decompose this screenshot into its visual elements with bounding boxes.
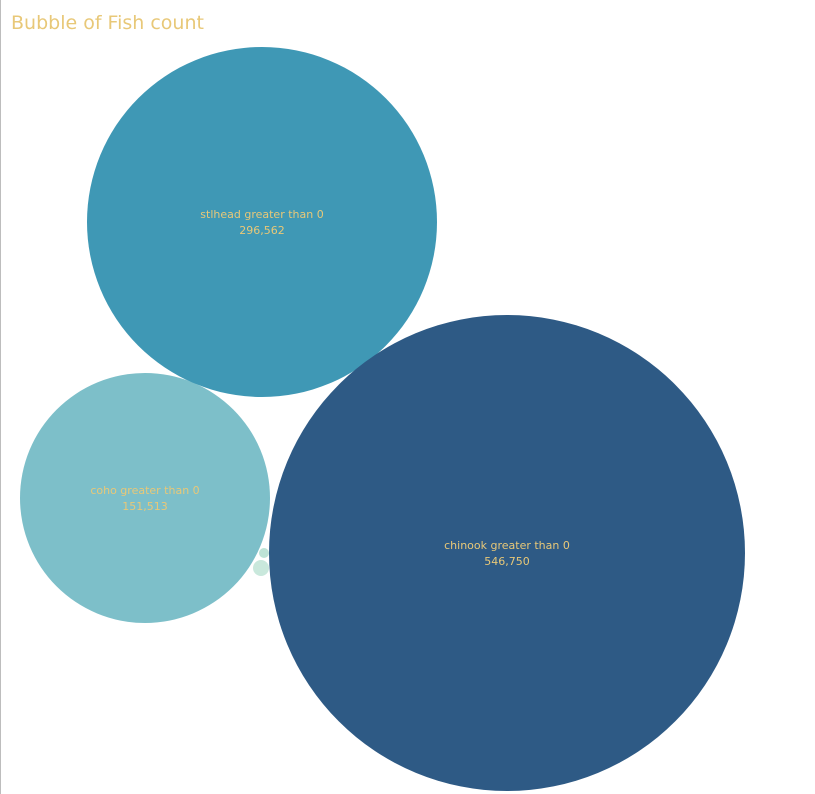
bubble-2[interactable] xyxy=(269,315,745,791)
bubble-4[interactable] xyxy=(253,560,269,576)
bubble-label-2: chinook greater than 0 xyxy=(444,539,570,552)
bubble-value-1: 151,513 xyxy=(122,500,168,513)
chart-title: Bubble of Fish count xyxy=(11,12,204,34)
bubble-label-1: coho greater than 0 xyxy=(90,484,199,497)
left-border xyxy=(0,0,1,794)
bubble-value-2: 546,750 xyxy=(484,555,530,568)
bubble-value-0: 296,562 xyxy=(239,224,285,237)
bubble-1[interactable] xyxy=(20,373,270,623)
bubble-3[interactable] xyxy=(259,548,269,558)
bubble-0[interactable] xyxy=(87,47,437,397)
bubble-label-0: stlhead greater than 0 xyxy=(200,208,323,221)
